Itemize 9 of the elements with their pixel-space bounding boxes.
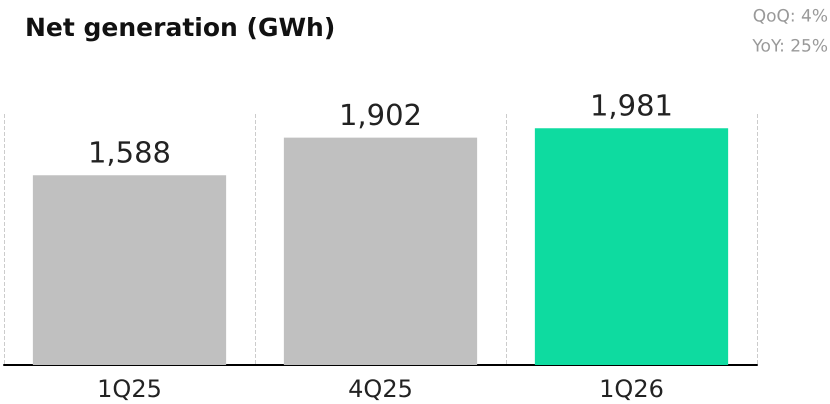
x-tick-label: 1Q25 xyxy=(97,375,162,403)
chart-title: Net generation (GWh) xyxy=(25,13,336,42)
text: YoY: 25% xyxy=(751,36,828,56)
data-label: 1,588 xyxy=(88,136,172,170)
x-tick-label: 4Q25 xyxy=(348,375,413,403)
data-label: 1,902 xyxy=(338,98,422,132)
text: QoQ: 4% xyxy=(752,6,828,26)
data-label: 1,981 xyxy=(590,88,674,123)
x-tick-label: 1Q26 xyxy=(599,375,664,403)
